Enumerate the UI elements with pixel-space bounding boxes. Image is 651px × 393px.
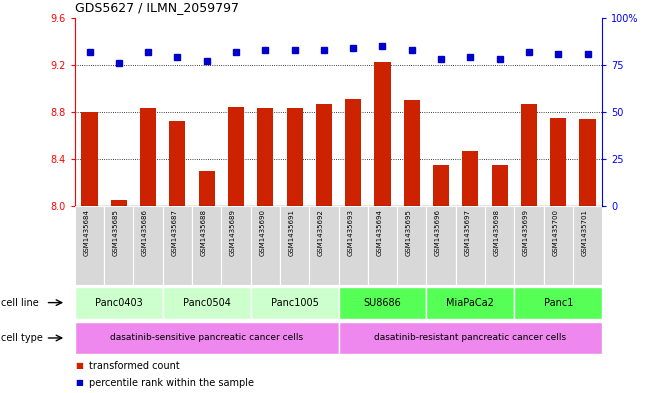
Text: transformed count: transformed count bbox=[89, 361, 180, 371]
Text: Panc0403: Panc0403 bbox=[95, 298, 143, 308]
Text: ■: ■ bbox=[75, 378, 83, 387]
Text: MiaPaCa2: MiaPaCa2 bbox=[447, 298, 494, 308]
Bar bbox=[221, 206, 251, 285]
Bar bbox=[75, 322, 339, 354]
Bar bbox=[286, 108, 303, 206]
Text: GSM1435690: GSM1435690 bbox=[259, 209, 266, 256]
Bar bbox=[550, 118, 566, 206]
Bar bbox=[199, 171, 215, 206]
Bar bbox=[133, 206, 163, 285]
Text: GSM1435701: GSM1435701 bbox=[581, 209, 588, 256]
Bar bbox=[521, 104, 537, 206]
Text: GSM1435700: GSM1435700 bbox=[552, 209, 559, 256]
Text: SU8686: SU8686 bbox=[364, 298, 401, 308]
Bar bbox=[104, 206, 133, 285]
Bar bbox=[169, 121, 186, 206]
Text: GSM1435695: GSM1435695 bbox=[406, 209, 412, 255]
Text: GSM1435685: GSM1435685 bbox=[113, 209, 119, 255]
Bar bbox=[514, 287, 602, 318]
Text: GSM1435694: GSM1435694 bbox=[376, 209, 383, 255]
Text: GSM1435696: GSM1435696 bbox=[435, 209, 441, 256]
Bar bbox=[579, 119, 596, 206]
Text: GSM1435689: GSM1435689 bbox=[230, 209, 236, 256]
Bar bbox=[374, 62, 391, 206]
Bar bbox=[485, 206, 514, 285]
Text: GSM1435687: GSM1435687 bbox=[171, 209, 178, 256]
Bar bbox=[140, 108, 156, 206]
Bar bbox=[426, 287, 514, 318]
Bar bbox=[573, 206, 602, 285]
Text: GSM1435699: GSM1435699 bbox=[523, 209, 529, 256]
Text: GSM1435693: GSM1435693 bbox=[347, 209, 353, 256]
Bar bbox=[251, 206, 280, 285]
Bar bbox=[339, 206, 368, 285]
Bar bbox=[339, 322, 602, 354]
Bar bbox=[111, 200, 127, 206]
Bar bbox=[433, 165, 449, 206]
Bar bbox=[75, 206, 104, 285]
Bar bbox=[163, 206, 192, 285]
Bar bbox=[192, 206, 221, 285]
Text: percentile rank within the sample: percentile rank within the sample bbox=[89, 378, 254, 388]
Bar bbox=[368, 206, 397, 285]
Bar bbox=[251, 287, 339, 318]
Bar bbox=[345, 99, 361, 206]
Bar bbox=[462, 151, 478, 206]
Text: dasatinib-resistant pancreatic cancer cells: dasatinib-resistant pancreatic cancer ce… bbox=[374, 334, 566, 342]
Bar bbox=[544, 206, 573, 285]
Bar bbox=[257, 108, 273, 206]
Text: GSM1435698: GSM1435698 bbox=[493, 209, 500, 256]
Bar bbox=[163, 287, 251, 318]
Text: ■: ■ bbox=[75, 361, 83, 370]
Text: GSM1435697: GSM1435697 bbox=[464, 209, 471, 256]
Bar bbox=[316, 104, 332, 206]
Text: Panc0504: Panc0504 bbox=[183, 298, 230, 308]
Text: GSM1435691: GSM1435691 bbox=[288, 209, 294, 256]
Text: Panc1005: Panc1005 bbox=[271, 298, 318, 308]
Bar bbox=[456, 206, 485, 285]
Bar bbox=[514, 206, 544, 285]
Bar bbox=[339, 287, 426, 318]
Text: GSM1435688: GSM1435688 bbox=[201, 209, 207, 256]
Bar bbox=[309, 206, 339, 285]
Bar bbox=[81, 112, 98, 206]
Bar bbox=[75, 287, 163, 318]
Bar bbox=[426, 206, 456, 285]
Text: GSM1435684: GSM1435684 bbox=[83, 209, 90, 255]
Text: GSM1435692: GSM1435692 bbox=[318, 209, 324, 255]
Bar bbox=[280, 206, 309, 285]
Bar bbox=[228, 107, 244, 206]
Text: Panc1: Panc1 bbox=[544, 298, 573, 308]
Text: cell type: cell type bbox=[1, 333, 43, 343]
Text: cell line: cell line bbox=[1, 298, 39, 308]
Text: GDS5627 / ILMN_2059797: GDS5627 / ILMN_2059797 bbox=[75, 1, 239, 14]
Text: dasatinib-sensitive pancreatic cancer cells: dasatinib-sensitive pancreatic cancer ce… bbox=[110, 334, 303, 342]
Text: GSM1435686: GSM1435686 bbox=[142, 209, 148, 256]
Bar bbox=[492, 165, 508, 206]
Bar bbox=[397, 206, 426, 285]
Bar bbox=[404, 100, 420, 206]
